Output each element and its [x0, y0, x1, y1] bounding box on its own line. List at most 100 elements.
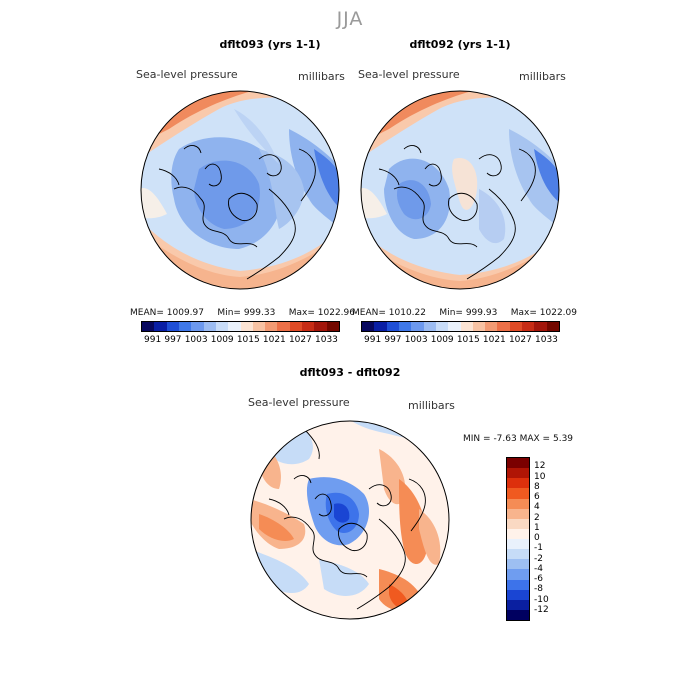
colorbar-tick-label: 1033 [315, 335, 338, 345]
colorbar-tick-label: 1033 [535, 335, 558, 345]
colorbar-swatch [448, 322, 461, 331]
colorbar-tick-label: 1027 [288, 335, 312, 345]
panel-2-title: dflt092 (yrs 1-1) [409, 38, 511, 51]
colorbar-tick-label: 1021 [482, 335, 506, 345]
panel-2-mean: 1010.22 [388, 308, 426, 318]
colorbar-swatch [203, 322, 216, 331]
diff-colorbar [506, 457, 530, 621]
colorbar-swatch [240, 322, 253, 331]
panel-1-mean-label: MEAN= [130, 308, 164, 318]
colorbar-tick-label: 1021 [262, 335, 286, 345]
colorbar-tick-label: 1009 [210, 335, 234, 345]
panel-2-mean-label: MEAN= [352, 308, 386, 318]
diff-colorbar-swatch [507, 478, 529, 489]
diff-colorbar-swatch [507, 609, 529, 620]
colorbar-swatch [472, 322, 486, 331]
colorbar-swatch [142, 322, 155, 331]
colorbar-swatch [326, 322, 339, 331]
diff-colorbar-swatch [507, 508, 529, 519]
diff-colorbar-swatch [507, 518, 529, 529]
colorbar-swatch [411, 322, 424, 331]
colorbar-tick-label: 1015 [456, 335, 480, 345]
colorbar-swatch [386, 322, 399, 331]
diff-min-label: MIN = [463, 434, 491, 444]
panel-2-stats: MEAN= 1010.22 Min= 999.93 Max= 1022.09 [352, 308, 577, 318]
diff-colorbar-swatch [507, 599, 529, 610]
diff-colorbar-label: -8 [534, 584, 543, 595]
diff-colorbar-label: 1 [534, 522, 540, 533]
diff-colorbar-label: 10 [534, 471, 546, 482]
diff-colorbar-swatch [507, 468, 529, 479]
panel-1-colorbar-ticks: 991 997 1003 1009 1015 1021 1027 1033 [144, 335, 338, 345]
colorbar-swatch [154, 322, 167, 331]
colorbar-tick-label: 1015 [236, 335, 260, 345]
panel-2-units: millibars [519, 70, 566, 83]
colorbar-tick-label: 997 [384, 335, 402, 345]
diff-colorbar-swatch [507, 488, 529, 499]
panel-2-variable: Sea-level pressure [358, 68, 460, 81]
panel-1-min-label: Min= [217, 308, 241, 318]
diff-colorbar-swatch [507, 559, 529, 570]
colorbar-tick-label: 1009 [430, 335, 454, 345]
diff-colorbar-labels: 12 10 8 6 4 2 1 0 -1 -2 -4 -6 -8 -10 -12 [534, 457, 574, 621]
colorbar-tick-label: 1027 [508, 335, 532, 345]
colorbar-swatch [252, 322, 266, 331]
diff-minmax: MIN = -7.63 MAX = 5.39 [463, 434, 573, 444]
diff-colorbar-label: -4 [534, 563, 543, 574]
panel-2-map [359, 89, 561, 291]
colorbar-swatch [485, 322, 498, 331]
diff-colorbar-label: -12 [534, 604, 549, 615]
panel-1-title: dflt093 (yrs 1-1) [219, 38, 321, 51]
panel-1-variable: Sea-level pressure [136, 68, 238, 81]
diff-colorbar-swatch [507, 589, 529, 600]
colorbar-swatch [435, 322, 449, 331]
diff-colorbar-label: 4 [534, 502, 540, 513]
colorbar-swatch [166, 322, 179, 331]
panel-1-colorbar [141, 321, 340, 332]
panel-1-units: millibars [298, 70, 345, 83]
panel-1-map [139, 89, 341, 291]
colorbar-swatch [423, 322, 436, 331]
colorbar-swatch [215, 322, 229, 331]
colorbar-swatch [509, 322, 523, 331]
diff-colorbar-swatch [507, 539, 529, 550]
diff-variable: Sea-level pressure [248, 396, 350, 409]
diff-map [249, 419, 451, 621]
diff-colorbar-label: 8 [534, 481, 540, 492]
colorbar-swatch [289, 322, 303, 331]
colorbar-swatch [191, 322, 204, 331]
diff-colorbar-swatch [507, 579, 529, 590]
diff-colorbar-label: -10 [534, 594, 549, 605]
diff-max-label: MAX = [519, 434, 551, 444]
colorbar-swatch [265, 322, 278, 331]
diff-colorbar-swatch [507, 569, 529, 580]
colorbar-swatch [228, 322, 241, 331]
colorbar-tick-label: 1003 [404, 335, 428, 345]
colorbar-swatch [460, 322, 473, 331]
colorbar-tick-label: 1003 [184, 335, 208, 345]
panel-2-min-label: Min= [439, 308, 463, 318]
panel-2-min: 999.93 [465, 308, 498, 318]
diff-colorbar-swatch [507, 498, 529, 509]
colorbar-swatch [277, 322, 290, 331]
diff-title: dflt093 - dflt092 [299, 366, 401, 379]
colorbar-swatch [534, 322, 547, 331]
panel-1-mean: 1009.97 [166, 308, 204, 318]
diff-colorbar-label: 0 [534, 533, 540, 543]
diff-colorbar-swatch [507, 458, 529, 469]
panel-1-stats: MEAN= 1009.97 Min= 999.33 Max= 1022.96 [130, 308, 355, 318]
colorbar-swatch [398, 322, 412, 331]
colorbar-tick-label: 991 [144, 335, 162, 345]
diff-units: millibars [408, 399, 455, 412]
panel-1-max: 1022.96 [317, 308, 355, 318]
diff-colorbar-label: 12 [534, 461, 546, 472]
panel-1-max-label: Max= [288, 308, 315, 318]
colorbar-tick-label: 991 [364, 335, 382, 345]
diff-colorbar-label: -6 [534, 574, 543, 584]
colorbar-swatch [497, 322, 510, 331]
colorbar-swatch [522, 322, 535, 331]
panel-2-max-label: Max= [510, 308, 537, 318]
diff-colorbar-swatch [507, 549, 529, 560]
colorbar-swatch [374, 322, 387, 331]
panel-1-min: 999.33 [243, 308, 276, 318]
